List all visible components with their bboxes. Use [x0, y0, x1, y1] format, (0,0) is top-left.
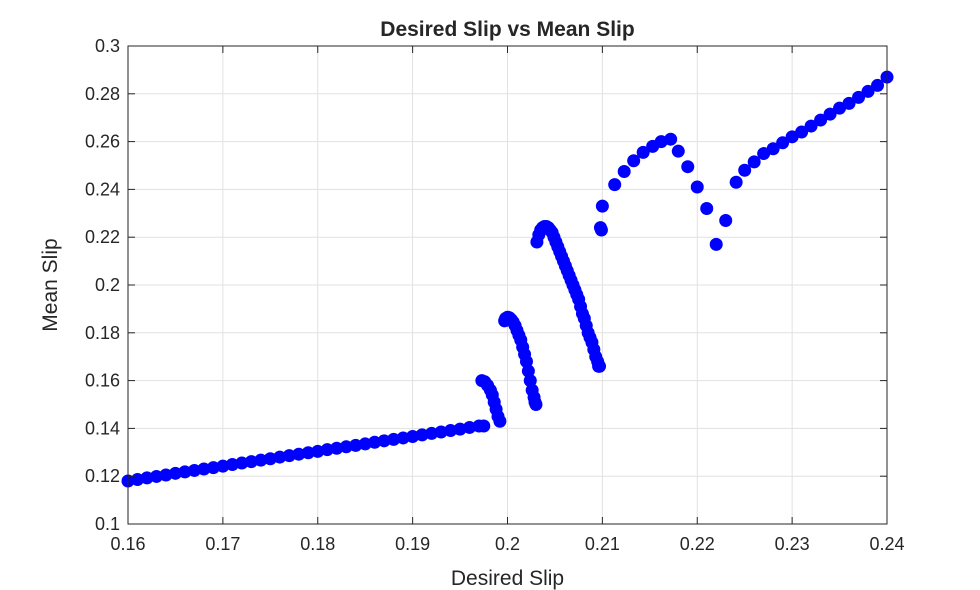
data-point — [493, 414, 507, 428]
y-tick-label: 0.2 — [95, 275, 120, 295]
data-point — [617, 164, 631, 178]
data-point — [842, 96, 856, 110]
x-tick-label: 0.16 — [110, 534, 145, 554]
x-tick-label: 0.18 — [300, 534, 335, 554]
x-tick-label: 0.23 — [775, 534, 810, 554]
data-point — [477, 419, 491, 433]
chart-title: Desired Slip vs Mean Slip — [380, 18, 634, 41]
y-tick-label: 0.26 — [85, 132, 120, 152]
y-tick-label: 0.18 — [85, 323, 120, 343]
data-point — [852, 90, 866, 104]
data-point — [795, 125, 809, 139]
data-point — [738, 163, 752, 177]
x-tick-label: 0.2 — [495, 534, 520, 554]
data-points — [121, 70, 894, 488]
y-tick-label: 0.3 — [95, 36, 120, 56]
data-point — [595, 199, 609, 213]
data-point — [529, 398, 543, 411]
x-tick-label: 0.21 — [585, 534, 620, 554]
data-point — [776, 136, 790, 150]
x-tick-label: 0.24 — [869, 534, 904, 554]
y-tick-label: 0.1 — [95, 514, 120, 534]
data-point — [823, 107, 837, 121]
data-point — [766, 142, 780, 156]
y-tick-label: 0.28 — [85, 84, 120, 104]
data-point — [690, 180, 704, 194]
x-tick-label: 0.17 — [205, 534, 240, 554]
data-point — [814, 113, 828, 127]
data-point — [636, 145, 650, 159]
data-point — [709, 237, 723, 251]
data-point — [861, 84, 875, 98]
x-axis-label: Desired Slip — [451, 567, 564, 590]
data-point — [627, 154, 641, 168]
data-point — [804, 119, 818, 133]
y-tick-label: 0.16 — [85, 371, 120, 391]
data-point — [608, 178, 622, 192]
y-tick-label: 0.14 — [85, 418, 120, 438]
grid — [127, 45, 888, 525]
ticks: 0.16 0.17 0.18 0.19 0.2 0.21 0.22 0.23 0.240.10.… — [85, 36, 905, 554]
y-tick-label: 0.22 — [85, 227, 120, 247]
data-point — [664, 132, 678, 146]
y-tick-label: 0.24 — [85, 179, 120, 199]
x-tick-label: 0.19 — [395, 534, 430, 554]
data-point — [719, 213, 733, 227]
data-point — [593, 359, 607, 373]
data-point — [671, 144, 685, 158]
y-tick-label: 0.12 — [85, 466, 120, 486]
data-point — [729, 175, 743, 189]
data-point — [871, 78, 885, 92]
y-axis-label: Mean Slip — [39, 238, 62, 331]
data-point — [681, 160, 695, 174]
data-point — [594, 223, 608, 237]
data-point — [700, 202, 714, 216]
data-point — [747, 155, 761, 169]
x-tick-label: 0.22 — [680, 534, 715, 554]
